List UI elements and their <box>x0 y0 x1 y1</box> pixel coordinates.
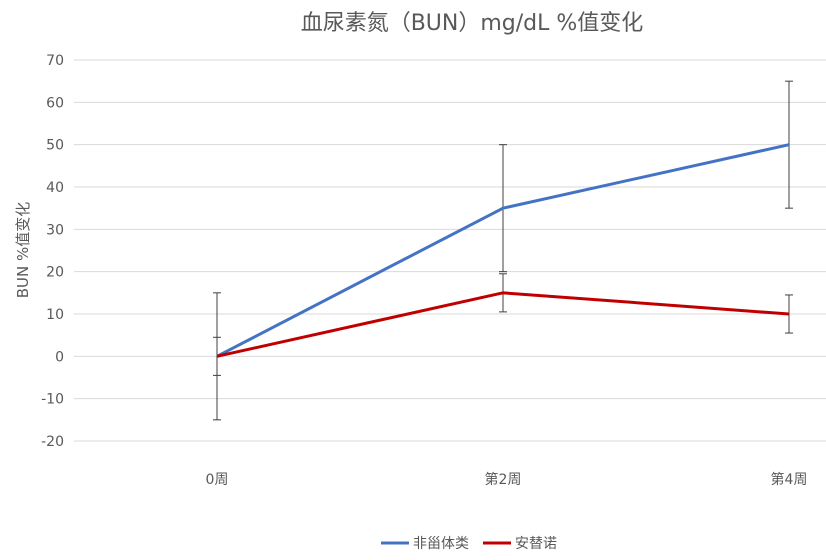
y-tick-label: 70 <box>46 53 64 69</box>
legend-label: 非甾体类 <box>413 536 469 552</box>
y-tick-label: 0 <box>55 349 64 365</box>
x-tick-label: 第2周 <box>485 471 522 488</box>
y-tick-label: 20 <box>46 265 64 281</box>
y-tick-label: -20 <box>41 434 64 450</box>
legend-label: 安替诺 <box>515 536 557 552</box>
series-line <box>216 143 790 358</box>
x-tick-label: 第4周 <box>771 471 808 488</box>
y-tick-label: 40 <box>46 180 64 196</box>
series-line <box>216 291 790 358</box>
y-tick-label: 30 <box>46 222 64 238</box>
x-tick-label: 0周 <box>206 472 229 488</box>
y-axis-label: BUN %值变化 <box>14 202 32 299</box>
y-tick-label: 10 <box>46 307 64 323</box>
y-tick-label: 60 <box>46 95 64 111</box>
y-tick-label: -10 <box>41 392 64 408</box>
y-tick-label: 50 <box>46 138 64 154</box>
chart-title: 血尿素氮（BUN）mg/dL %值变化 <box>301 11 644 36</box>
